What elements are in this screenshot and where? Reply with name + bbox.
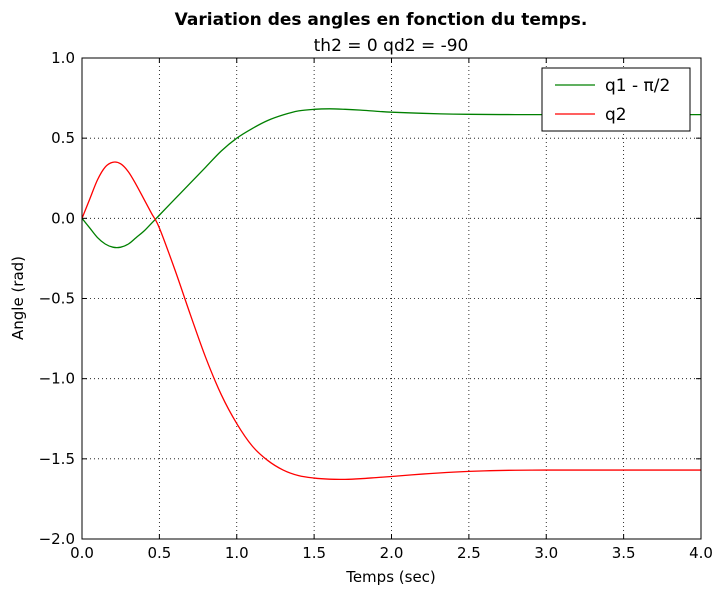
y-tick-label: −0.5 — [39, 290, 75, 308]
x-tick-label: 1.5 — [302, 544, 326, 562]
y-tick-label: 0.5 — [51, 129, 75, 147]
chart-title: Variation des angles en fonction du temp… — [175, 10, 588, 30]
x-tick-label: 2.0 — [380, 544, 404, 562]
x-tick-label: 1.0 — [225, 544, 249, 562]
x-tick-label: 0.5 — [147, 544, 171, 562]
y-tick-label: −1.5 — [39, 450, 75, 468]
series-lines — [81, 108, 701, 481]
chart-subtitle: th2 = 0 qd2 = -90 — [314, 36, 469, 56]
x-tick-label: 2.5 — [457, 544, 481, 562]
legend: q1 - π/2 q2 — [541, 67, 691, 132]
series-line-q2 — [81, 161, 701, 481]
x-tick-label: 3.5 — [612, 544, 636, 562]
y-tick-label: 1.0 — [51, 49, 75, 67]
x-tick-label: 3.0 — [534, 544, 558, 562]
x-tick-label: 0.0 — [70, 544, 94, 562]
legend-label-q2: q2 — [605, 105, 627, 125]
legend-label-q1: q1 - π/2 — [605, 76, 670, 96]
x-axis-label: Temps (sec) — [345, 568, 436, 586]
legend-box — [541, 67, 691, 132]
y-tick-label: −1.0 — [39, 370, 75, 388]
ticks: 0.0 0.5 1.0 1.5 2.0 2.5 3.0 3.5 4.0 −2.0 −1.5 −1.0 −… — [39, 49, 713, 562]
y-tick-label: 0.0 — [51, 209, 75, 227]
x-tick-label: 4.0 — [689, 544, 713, 562]
series-line-q1 — [81, 108, 701, 249]
y-axis-label: Angle (rad) — [9, 256, 27, 340]
y-tick-label: −2.0 — [39, 530, 75, 548]
